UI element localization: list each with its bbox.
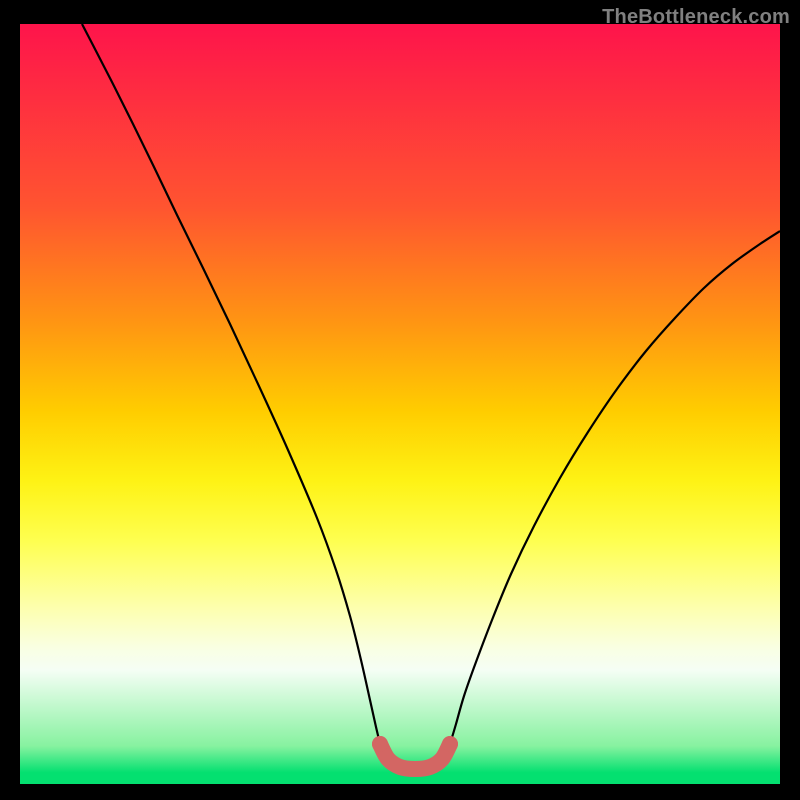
trough-endpoint-dot <box>372 736 388 752</box>
watermark-text: TheBottleneck.com <box>602 6 790 29</box>
trough-highlight <box>20 24 780 784</box>
trough-segment <box>380 744 450 769</box>
trough-endpoint-dot <box>442 736 458 752</box>
frame: TheBottleneck.com <box>0 0 800 800</box>
trough-endpoints <box>372 736 458 752</box>
plot-area <box>20 24 780 784</box>
